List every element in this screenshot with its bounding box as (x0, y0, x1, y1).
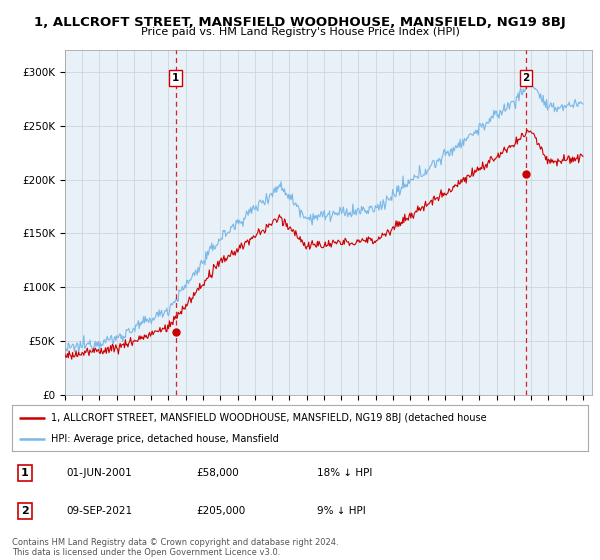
Text: 1: 1 (21, 468, 29, 478)
Text: HPI: Average price, detached house, Mansfield: HPI: Average price, detached house, Mans… (51, 435, 279, 444)
Text: 1, ALLCROFT STREET, MANSFIELD WOODHOUSE, MANSFIELD, NG19 8BJ (detached house: 1, ALLCROFT STREET, MANSFIELD WOODHOUSE,… (51, 413, 487, 423)
Text: 09-SEP-2021: 09-SEP-2021 (67, 506, 133, 516)
Text: Contains HM Land Registry data © Crown copyright and database right 2024.
This d: Contains HM Land Registry data © Crown c… (12, 538, 338, 557)
Text: £58,000: £58,000 (196, 468, 239, 478)
Text: 1: 1 (172, 73, 179, 83)
Text: 01-JUN-2001: 01-JUN-2001 (67, 468, 133, 478)
Text: 1, ALLCROFT STREET, MANSFIELD WOODHOUSE, MANSFIELD, NG19 8BJ: 1, ALLCROFT STREET, MANSFIELD WOODHOUSE,… (34, 16, 566, 29)
Text: Price paid vs. HM Land Registry's House Price Index (HPI): Price paid vs. HM Land Registry's House … (140, 27, 460, 37)
Text: 9% ↓ HPI: 9% ↓ HPI (317, 506, 366, 516)
Text: 2: 2 (522, 73, 529, 83)
Text: 2: 2 (21, 506, 29, 516)
Text: £205,000: £205,000 (196, 506, 245, 516)
Text: 18% ↓ HPI: 18% ↓ HPI (317, 468, 373, 478)
